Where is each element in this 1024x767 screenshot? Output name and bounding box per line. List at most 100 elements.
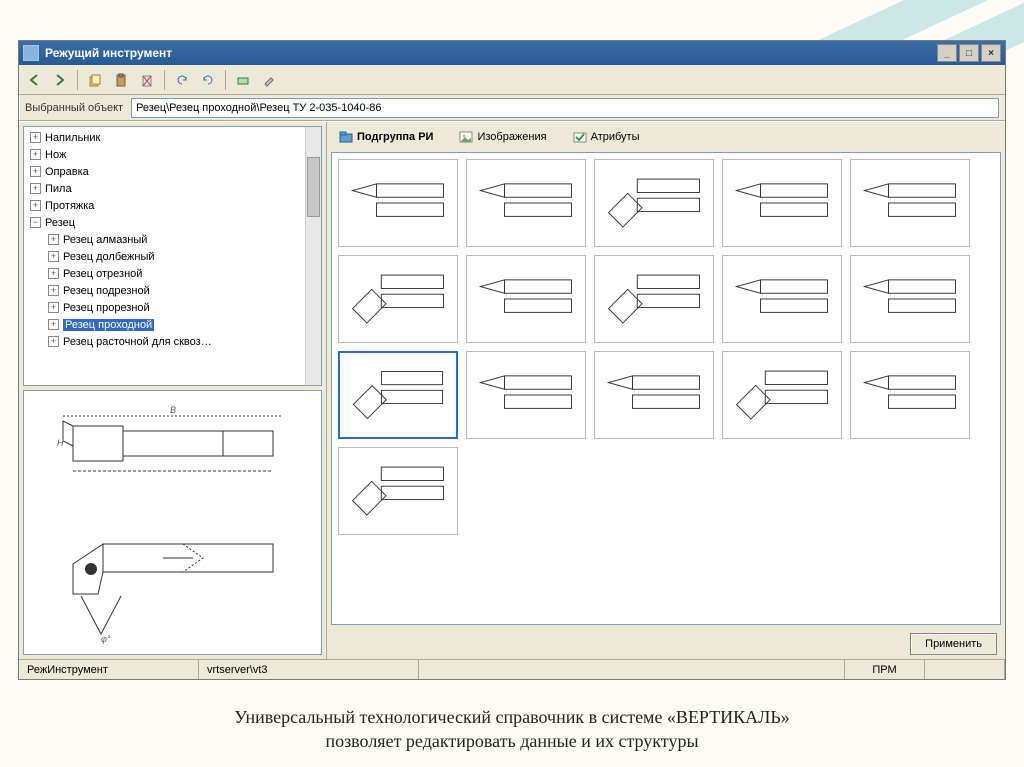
maximize-button[interactable]: □ [959,44,979,62]
status-spacer [419,660,845,679]
tree-toggle-icon[interactable]: + [48,234,59,245]
tree-item-label: Резец отрезной [63,268,142,280]
thumbnail[interactable] [338,447,458,535]
status-right: ПРМ [845,660,925,679]
back-button[interactable] [23,69,45,91]
minimize-button[interactable]: _ [937,44,957,62]
thumbnail[interactable] [850,159,970,247]
tool-button[interactable] [258,69,280,91]
tree-toggle-icon[interactable]: + [30,166,41,177]
thumbnail[interactable] [338,255,458,343]
svg-text:B: B [169,405,175,415]
tree-toggle-icon[interactable]: + [30,200,41,211]
tab-label: Подгруппа РИ [357,131,433,143]
folder-icon [339,130,353,144]
tree-scrollbar[interactable] [305,127,321,385]
tree-toggle-icon[interactable]: + [48,285,59,296]
thumbnail-selected[interactable] [338,351,458,439]
tree-item-label: Резец долбежный [63,251,155,263]
thumbnail[interactable] [466,255,586,343]
path-label: Выбранный объект [25,102,123,114]
forward-button[interactable] [49,69,71,91]
tree-toggle-icon[interactable]: + [48,319,59,330]
tree-toggle-icon[interactable]: + [30,149,41,160]
thumbnail[interactable] [594,159,714,247]
tab-атрибуты[interactable]: Атрибуты [567,128,646,146]
tree-item[interactable]: −Резец [24,214,321,231]
preview-panel: B H φ° [23,390,322,655]
path-input[interactable] [131,98,999,118]
thumbnail[interactable] [594,351,714,439]
tree-item-label: Пила [45,183,72,195]
thumbnail[interactable] [466,159,586,247]
thumbnail[interactable] [594,255,714,343]
status-mid: vrtserver\vt3 [199,660,419,679]
path-row: Выбранный объект [19,95,1005,121]
statusbar: РежИнструмент vrtserver\vt3 ПРМ [19,659,1005,679]
toolbar-separator [225,70,226,90]
thumbnail[interactable] [466,351,586,439]
tab-изображения[interactable]: Изображения [453,128,552,146]
insert-button[interactable] [232,69,254,91]
tree-item[interactable]: + Резец прорезной [24,299,321,316]
undo-button[interactable] [171,69,193,91]
toolbar-separator [164,70,165,90]
window-controls: _ □ × [937,44,1001,62]
tabs-row: Подгруппа РИ Изображения Атрибуты [327,122,1005,148]
tree-item[interactable]: + Резец алмазный [24,231,321,248]
preview-drawing-top: B H [43,401,303,521]
thumbnail[interactable] [722,159,842,247]
titlebar[interactable]: Режущий инструмент _ □ × [19,41,1005,65]
thumbnail[interactable] [722,351,842,439]
tree-item-label: Резец алмазный [63,234,147,246]
tree-toggle-icon[interactable]: − [30,217,41,228]
tree-item[interactable]: +Протяжка [24,197,321,214]
right-column: Подгруппа РИ Изображения Атрибуты Применит… [327,122,1005,659]
delete-button[interactable] [136,69,158,91]
tree-toggle-icon[interactable]: + [30,132,41,143]
thumbnail-grid-panel [331,152,1001,625]
bottom-button-row: Применить [327,629,1005,659]
tree-item[interactable]: + Резец отрезной [24,265,321,282]
tab-label: Изображения [477,131,546,143]
status-empty [925,660,1005,679]
tree-toggle-icon[interactable]: + [30,183,41,194]
tree-item-selected[interactable]: +Резец проходной [24,316,321,333]
thumbnail[interactable] [850,351,970,439]
tree-toggle-icon[interactable]: + [48,336,59,347]
toolbar [19,65,1005,95]
tree-item[interactable]: + Оправка [24,163,321,180]
tree-toggle-icon[interactable]: + [48,251,59,262]
apply-button[interactable]: Применить [910,633,997,655]
paste-button[interactable] [110,69,132,91]
tree-item-label: Резец прорезной [63,302,150,314]
tree-item[interactable]: +Резец расточной для сквоз… [24,333,321,350]
tree-item-label: Резец [45,217,75,229]
tree-toggle-icon[interactable]: + [48,302,59,313]
close-button[interactable]: × [981,44,1001,62]
tree-item-label: Оправка [45,166,89,178]
tree-panel: +Напильник+Нож+Оправка+Пила+Протяжка−Рез… [23,126,322,386]
tree-toggle-icon[interactable]: + [48,268,59,279]
redo-button[interactable] [197,69,219,91]
copy-button[interactable] [84,69,106,91]
thumbnail[interactable] [338,159,458,247]
thumbnail[interactable] [722,255,842,343]
tree-item-label: Резец подрезной [63,285,150,297]
app-window: Режущий инструмент _ □ × Выбранный объек… [18,40,1006,680]
thumbnail[interactable] [850,255,970,343]
tree-item-label: Нож [45,149,66,161]
tree-item[interactable]: + Пила [24,180,321,197]
tab-подгруппа-ри[interactable]: Подгруппа РИ [333,128,439,146]
status-left: РежИнструмент [19,660,199,679]
tree-item[interactable]: + Резец подрезной [24,282,321,299]
check-icon [573,130,587,144]
tree-item[interactable]: + Резец долбежный [24,248,321,265]
left-column: +Напильник+Нож+Оправка+Пила+Протяжка−Рез… [19,122,327,659]
window-title: Режущий инструмент [45,46,172,60]
image-icon [459,130,473,144]
tree-item[interactable]: + Нож [24,146,321,163]
tree-item[interactable]: +Напильник [24,129,321,146]
scroll-thumb[interactable] [307,157,320,217]
svg-text:H: H [57,438,64,448]
